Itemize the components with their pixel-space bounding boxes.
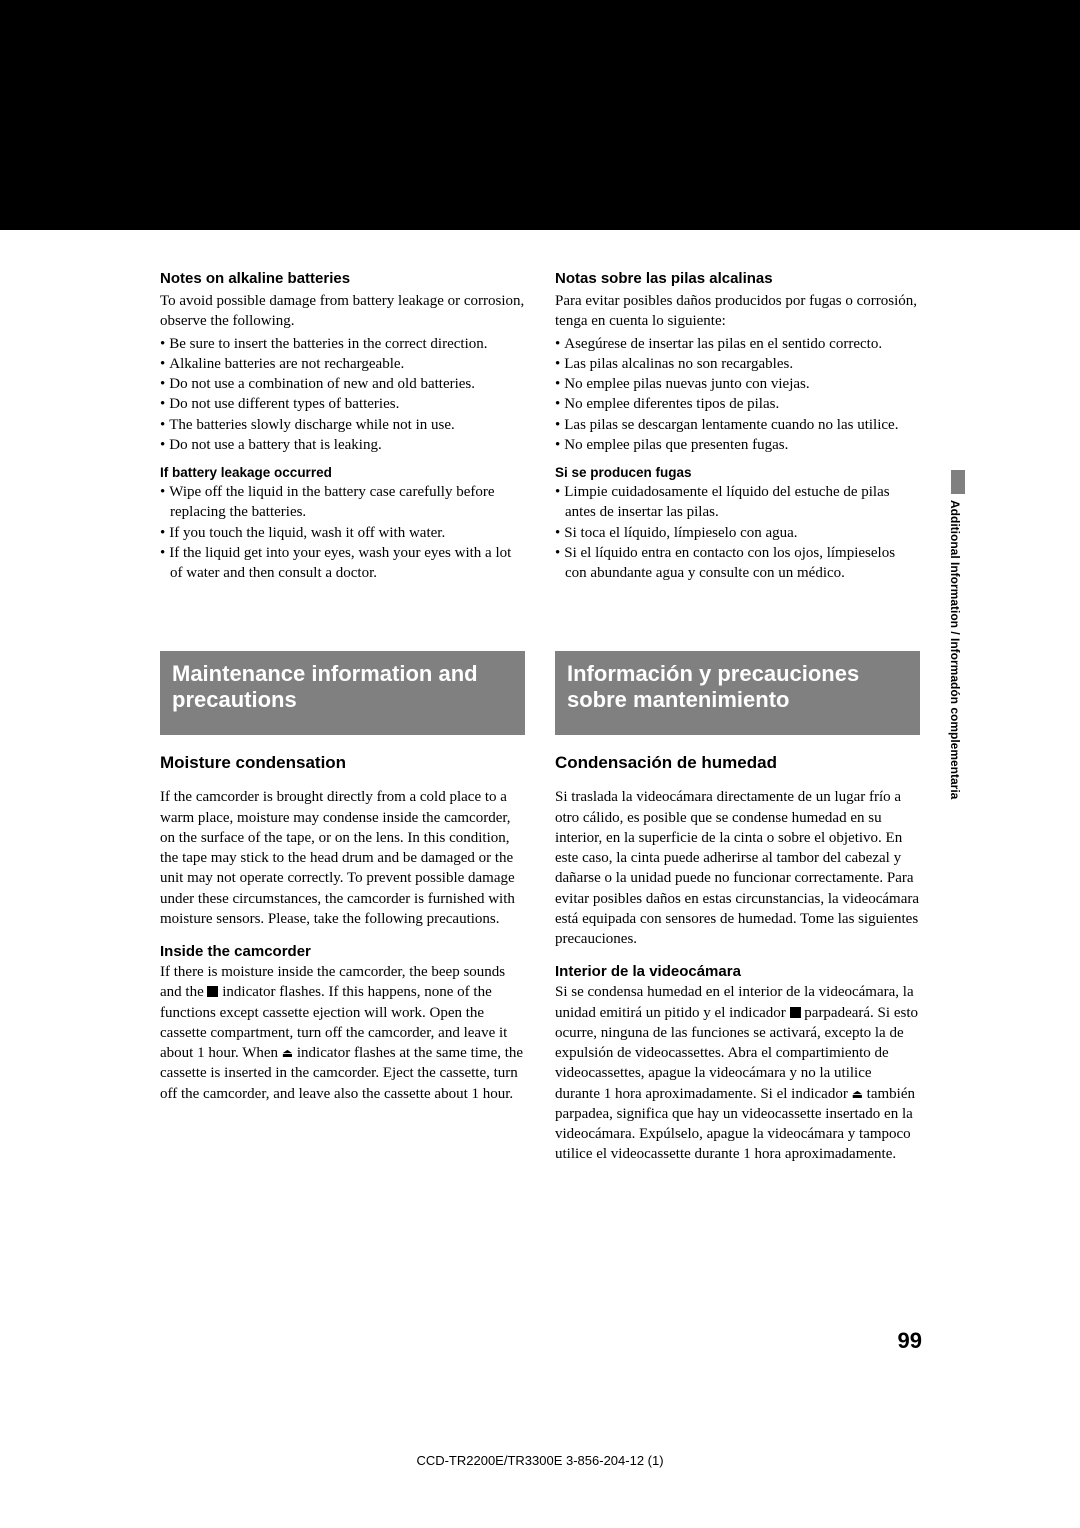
list-item: If you touch the liquid, wash it off wit…: [160, 523, 525, 543]
condensacion-body: Si traslada la videocámara directamente …: [555, 787, 920, 949]
informacion-banner: Información y precauciones sobre manteni…: [555, 651, 920, 735]
lower-columns: Maintenance information and precautions …: [0, 591, 1080, 1164]
right-column: Notas sobre las pilas alcalinas Para evi…: [555, 270, 920, 591]
list-item: Limpie cuidadosamente el líquido del est…: [555, 482, 920, 523]
intro-text-es: Para evitar posibles daños producidos po…: [555, 291, 920, 332]
moisture-heading: Moisture condensation: [160, 753, 525, 773]
inside-camcorder-heading: Inside the camcorder: [160, 943, 525, 960]
moisture-icon: [790, 1007, 801, 1018]
right-column-2: Información y precauciones sobre manteni…: [555, 651, 920, 1164]
list-item: The batteries slowly discharge while not…: [160, 415, 525, 435]
list-item: Las pilas alcalinas no son recargables.: [555, 354, 920, 374]
list-item: If the liquid get into your eyes, wash y…: [160, 543, 525, 584]
moisture-body: If the camcorder is brought directly fro…: [160, 787, 525, 929]
condensacion-heading: Condensación de humedad: [555, 753, 920, 773]
inside-camcorder-body: If there is moisture inside the camcorde…: [160, 962, 525, 1104]
notas-pilas-heading: Notas sobre las pilas alcalinas: [555, 270, 920, 287]
pilas-bullets: Asegúrese de insertar las pilas en el se…: [555, 334, 920, 456]
list-item: Do not use a battery that is leaking.: [160, 435, 525, 455]
intro-text: To avoid possible damage from battery le…: [160, 291, 525, 332]
leakage-bullets: Wipe off the liquid in the battery case …: [160, 482, 525, 583]
maintenance-banner: Maintenance information and precautions: [160, 651, 525, 735]
list-item: Asegúrese de insertar las pilas en el se…: [555, 334, 920, 354]
leakage-heading: If battery leakage occurred: [160, 465, 525, 480]
list-item: Be sure to insert the batteries in the c…: [160, 334, 525, 354]
upper-columns: Notes on alkaline batteries To avoid pos…: [0, 230, 1080, 591]
header-black-bar: [0, 0, 1080, 230]
moisture-icon: [207, 986, 218, 997]
left-column: Notes on alkaline batteries To avoid pos…: [160, 270, 525, 591]
side-section-label: Additional Information / Informadón comp…: [948, 500, 962, 799]
notes-alkaline-heading: Notes on alkaline batteries: [160, 270, 525, 287]
fugas-heading: Si se producen fugas: [555, 465, 920, 480]
list-item: Wipe off the liquid in the battery case …: [160, 482, 525, 523]
footer-text: CCD-TR2200E/TR3300E 3-856-204-12 (1): [0, 1453, 1080, 1468]
alkaline-bullets: Be sure to insert the batteries in the c…: [160, 334, 525, 456]
list-item: Si el líquido entra en contacto con los …: [555, 543, 920, 584]
fugas-bullets: Limpie cuidadosamente el líquido del est…: [555, 482, 920, 583]
interior-heading: Interior de la videocámara: [555, 963, 920, 980]
eject-icon: [852, 1086, 863, 1102]
page-number: 99: [898, 1328, 922, 1354]
eject-icon: [282, 1045, 293, 1061]
list-item: Si toca el líquido, límpieselo con agua.: [555, 523, 920, 543]
left-column-2: Maintenance information and precautions …: [160, 651, 525, 1164]
list-item: No emplee diferentes tipos de pilas.: [555, 394, 920, 414]
list-item: Do not use different types of batteries.: [160, 394, 525, 414]
list-item: Do not use a combination of new and old …: [160, 374, 525, 394]
list-item: No emplee pilas nuevas junto con viejas.: [555, 374, 920, 394]
side-tab: [951, 470, 965, 494]
interior-body: Si se condensa humedad en el interior de…: [555, 982, 920, 1164]
list-item: Alkaline batteries are not rechargeable.: [160, 354, 525, 374]
list-item: Las pilas se descargan lentamente cuando…: [555, 415, 920, 435]
list-item: No emplee pilas que presenten fugas.: [555, 435, 920, 455]
